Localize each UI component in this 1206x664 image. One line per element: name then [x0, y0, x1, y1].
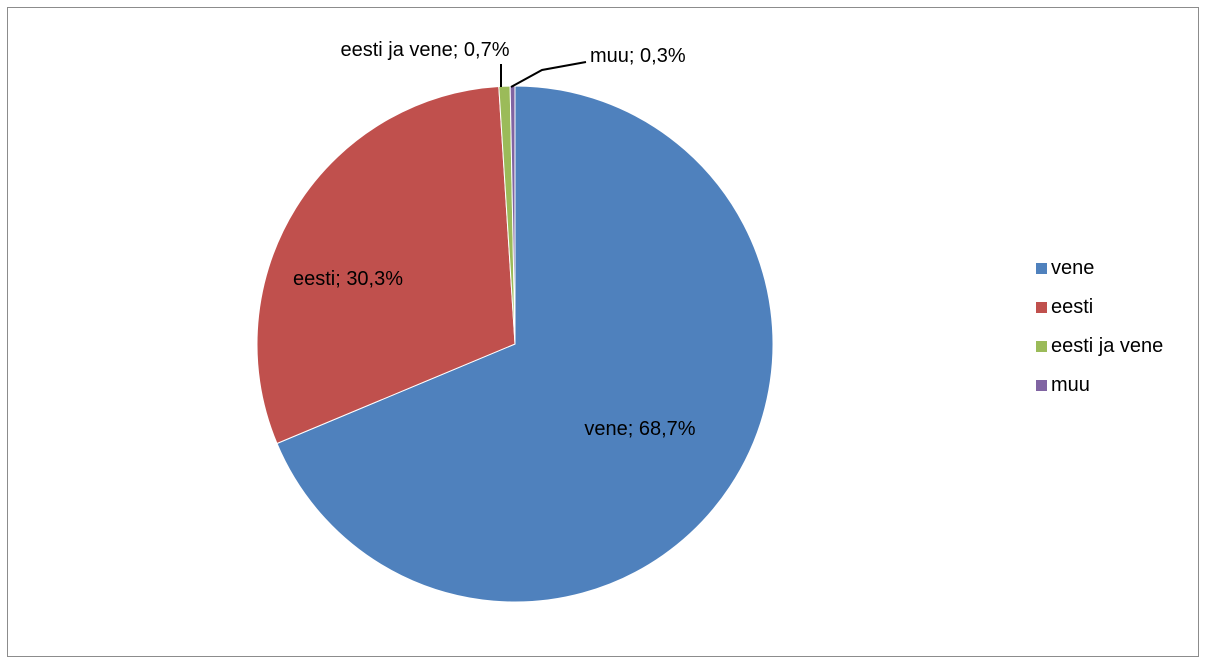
legend-item-muu: muu	[1036, 375, 1163, 395]
legend: vene eesti eesti ja vene muu	[1036, 258, 1163, 414]
data-label-eesti: eesti; 30,3%	[293, 268, 403, 290]
legend-label-eesti-ja-vene: eesti ja vene	[1051, 335, 1164, 357]
chart-area: vene; 68,7% eesti; 30,3% eesti ja vene; 0,…	[7, 7, 1199, 657]
legend-item-eesti-ja-vene: eesti ja vene	[1036, 336, 1163, 356]
legend-label-eesti: eesti	[1051, 296, 1094, 318]
pie-slice-eesti	[256, 85, 516, 445]
legend-label-vene: vene	[1051, 257, 1095, 279]
pie-chart: vene; 68,7% eesti; 30,3% eesti ja vene; 0,…	[256, 39, 774, 603]
legend-swatch-eesti-ja-vene	[1036, 340, 1047, 352]
data-label-muu: muu; 0,3%	[590, 45, 686, 67]
legend-swatch-muu	[1036, 379, 1047, 391]
leader-lines	[500, 61, 587, 88]
legend-item-eesti: eesti	[1036, 297, 1163, 317]
data-labels: vene; 68,7% eesti; 30,3% eesti ja vene; 0,…	[293, 39, 696, 440]
legend-label-muu: muu	[1051, 374, 1090, 396]
pie-slices	[256, 85, 774, 603]
data-label-eesti-ja-vene: eesti ja vene; 0,7%	[341, 39, 510, 61]
pie-slice-vene	[276, 85, 774, 603]
data-label-vene: vene; 68,7%	[584, 418, 695, 440]
legend-swatch-vene	[1036, 262, 1047, 274]
legend-swatch-eesti	[1036, 301, 1047, 313]
leader-line-muu	[510, 61, 587, 88]
legend-item-vene: vene	[1036, 258, 1163, 278]
